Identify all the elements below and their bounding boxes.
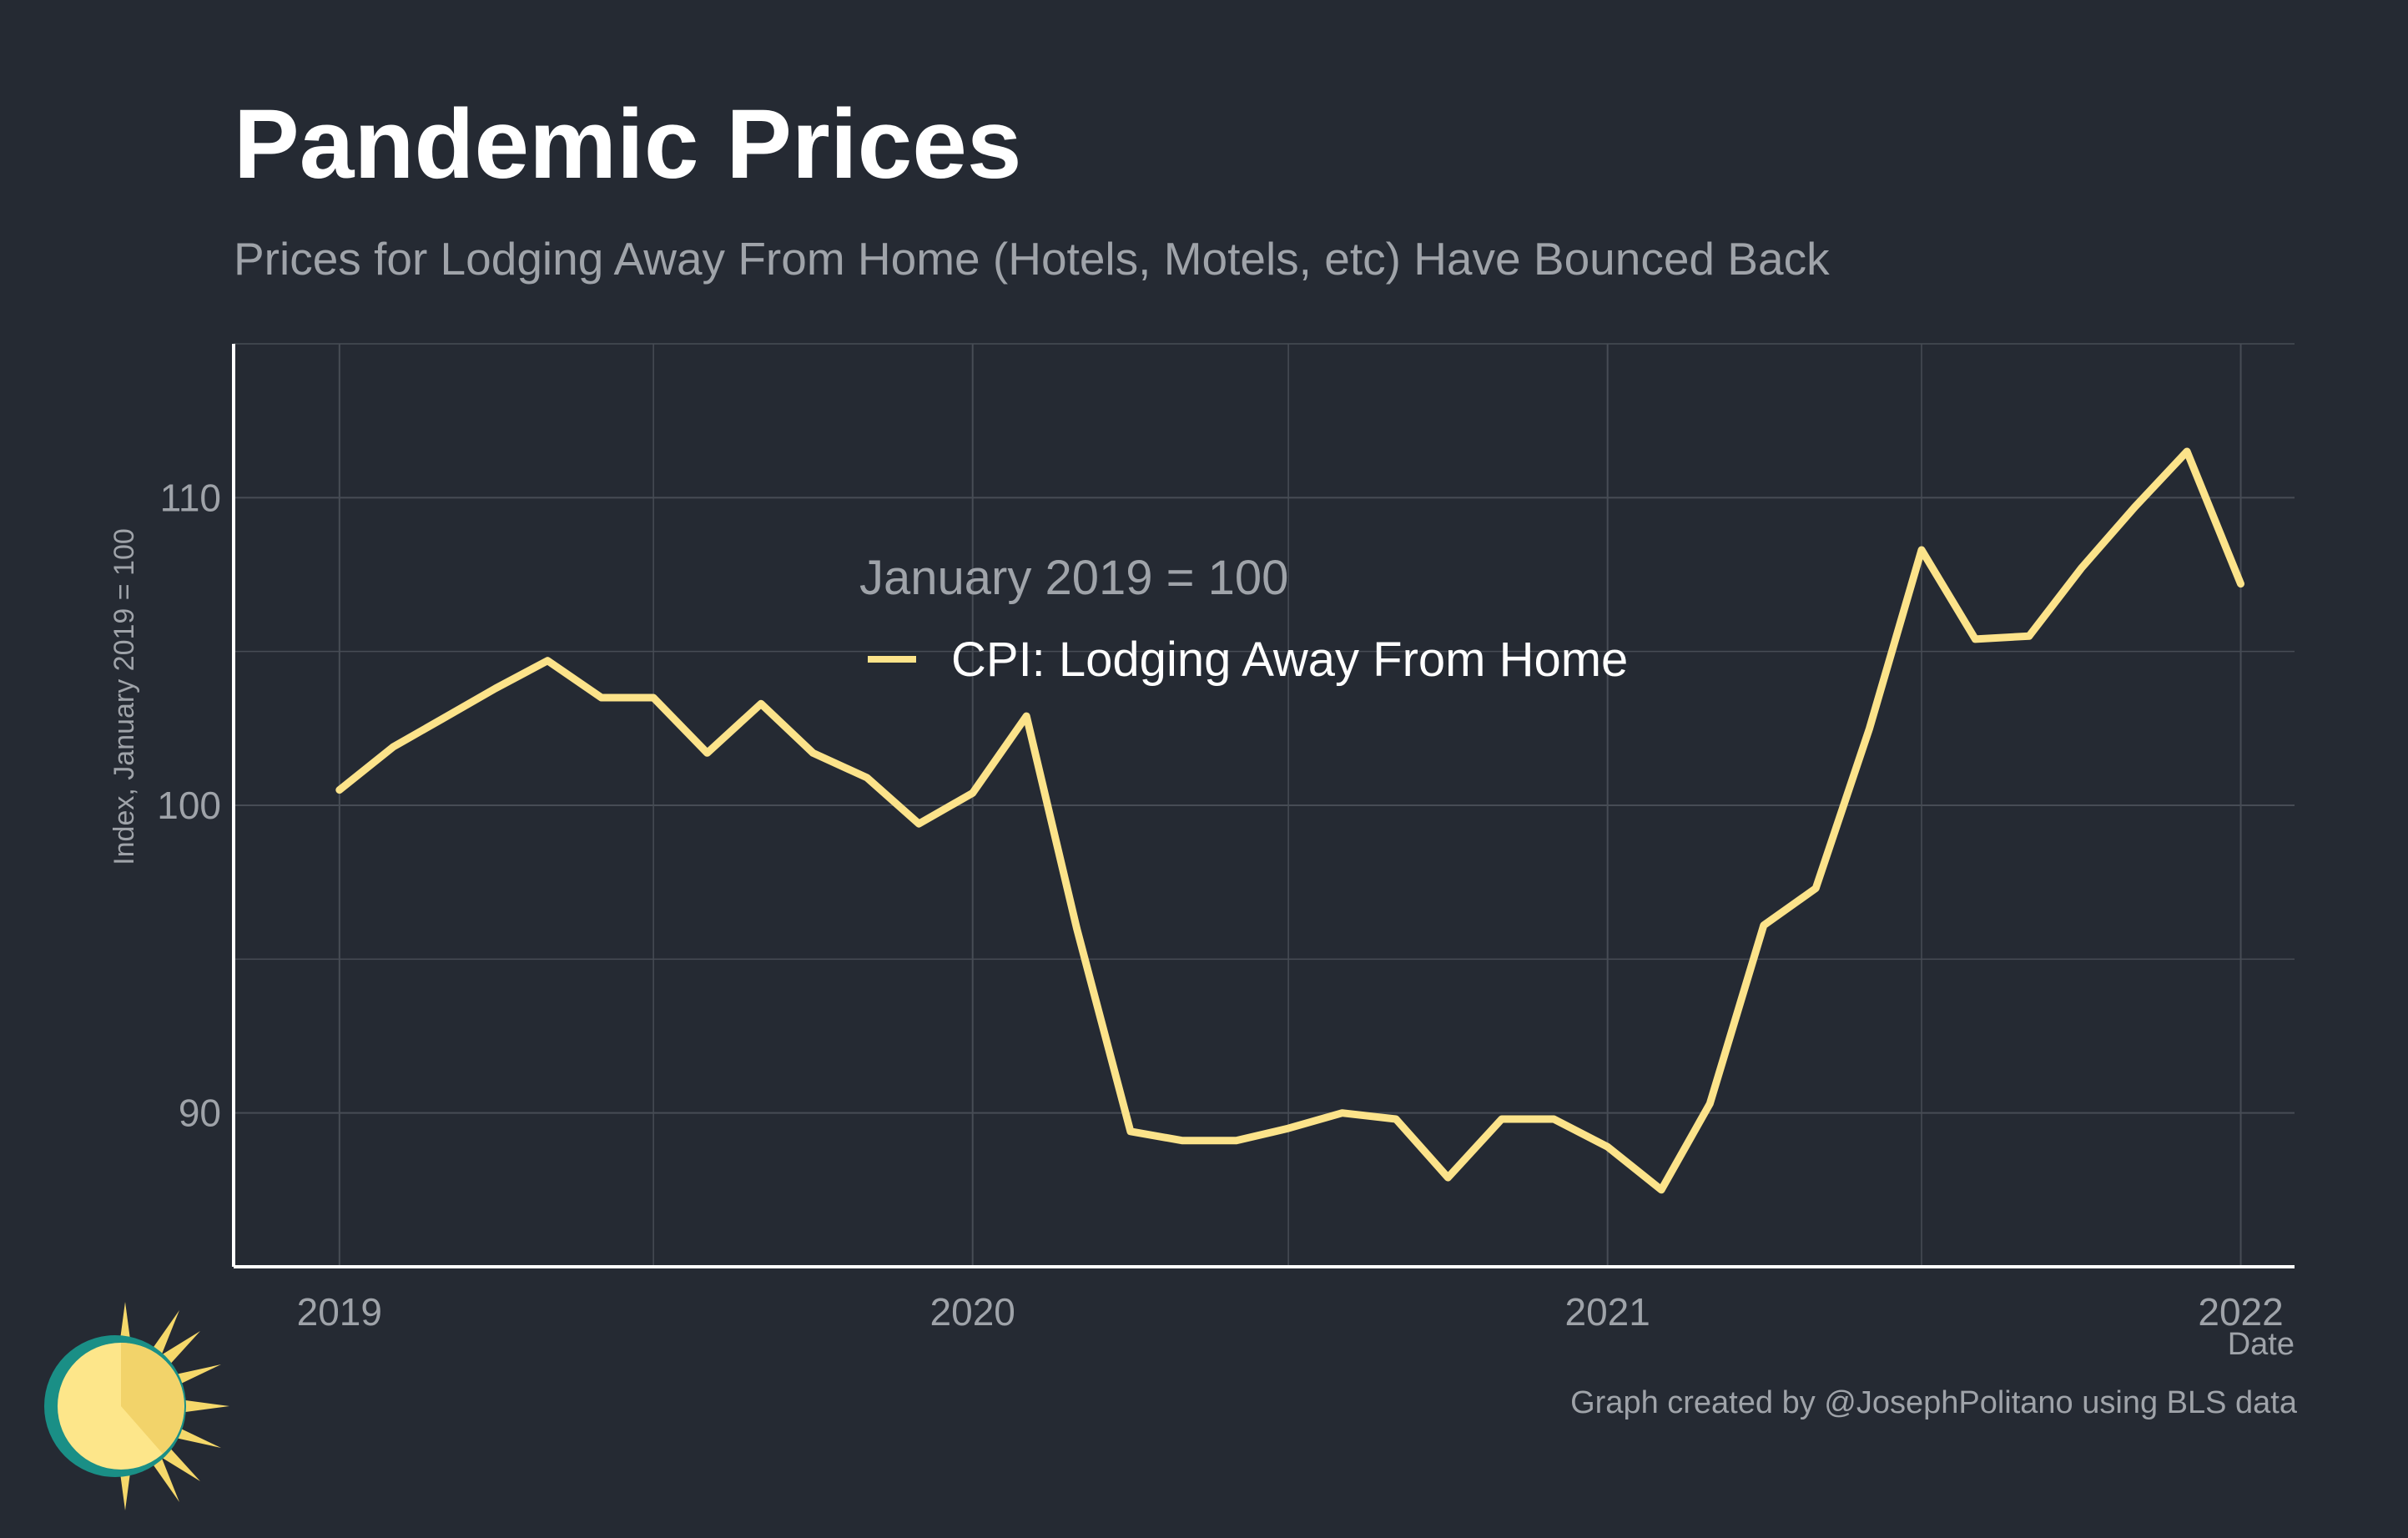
series xyxy=(335,447,2244,1194)
data-point xyxy=(2028,634,2031,638)
data-point xyxy=(1500,1117,1504,1121)
data-point xyxy=(1341,1112,1344,1115)
y-tick-label: 110 xyxy=(160,476,221,519)
data-point xyxy=(706,751,709,754)
data-point xyxy=(494,687,497,690)
data-point xyxy=(2239,582,2243,586)
sun-logo-icon xyxy=(44,1302,229,1510)
chart-title: Pandemic Prices xyxy=(234,89,1022,199)
y-axis-label: Index, January 2019 = 100 xyxy=(108,528,140,865)
y-tick-label: 100 xyxy=(157,784,221,827)
data-point xyxy=(546,659,549,663)
data-point xyxy=(1446,1176,1449,1179)
data-point xyxy=(1552,1117,1555,1121)
x-tick-label: 2022 xyxy=(2198,1290,2283,1334)
data-point xyxy=(1129,1130,1132,1133)
data-point xyxy=(1025,714,1028,718)
data-point xyxy=(1708,1102,1711,1106)
legend: January 2019 = 100 CPI: Lodging Away Fro… xyxy=(859,551,1628,687)
data-point xyxy=(1973,638,1977,641)
data-point xyxy=(865,776,869,779)
data-point xyxy=(440,718,443,721)
data-point xyxy=(338,789,341,792)
grid-lines xyxy=(234,343,2295,1268)
data-point xyxy=(917,822,920,825)
data-point xyxy=(1814,887,1817,890)
data-point xyxy=(1606,1145,1610,1148)
tick-labels: 2019 2020 2021 2022 90 100 110 xyxy=(157,476,2283,1334)
x-tick-label: 2020 xyxy=(930,1290,1015,1334)
data-point xyxy=(2079,567,2083,570)
x-tick-label: 2019 xyxy=(297,1290,382,1334)
data-point xyxy=(811,751,814,754)
data-point xyxy=(1181,1139,1184,1142)
data-point xyxy=(1868,727,1871,730)
data-point xyxy=(1075,926,1078,930)
x-axis-label: Date xyxy=(2228,1327,2295,1362)
data-point xyxy=(2133,505,2137,508)
data-point xyxy=(1920,548,1923,552)
chart-subtitle: Prices for Lodging Away From Home (Hotel… xyxy=(234,233,1830,285)
data-point xyxy=(391,745,395,749)
data-point xyxy=(971,791,975,794)
data-point xyxy=(1287,1127,1290,1130)
axes xyxy=(232,344,2295,1268)
legend-title: January 2019 = 100 xyxy=(859,551,1288,605)
y-tick-label: 90 xyxy=(179,1092,221,1135)
data-point xyxy=(1235,1139,1238,1142)
data-point xyxy=(1762,924,1766,927)
legend-label: CPI: Lodging Away From Home xyxy=(951,633,1628,687)
credit-text: Graph created by @JosephPolitano using B… xyxy=(1570,1385,2297,1420)
series-line xyxy=(335,447,2244,1194)
data-point xyxy=(759,702,763,705)
data-point xyxy=(2185,450,2189,453)
data-point xyxy=(1394,1117,1398,1121)
data-point xyxy=(1660,1188,1663,1192)
data-point xyxy=(652,696,655,699)
x-tick-label: 2021 xyxy=(1564,1290,1650,1334)
data-point xyxy=(600,696,603,699)
